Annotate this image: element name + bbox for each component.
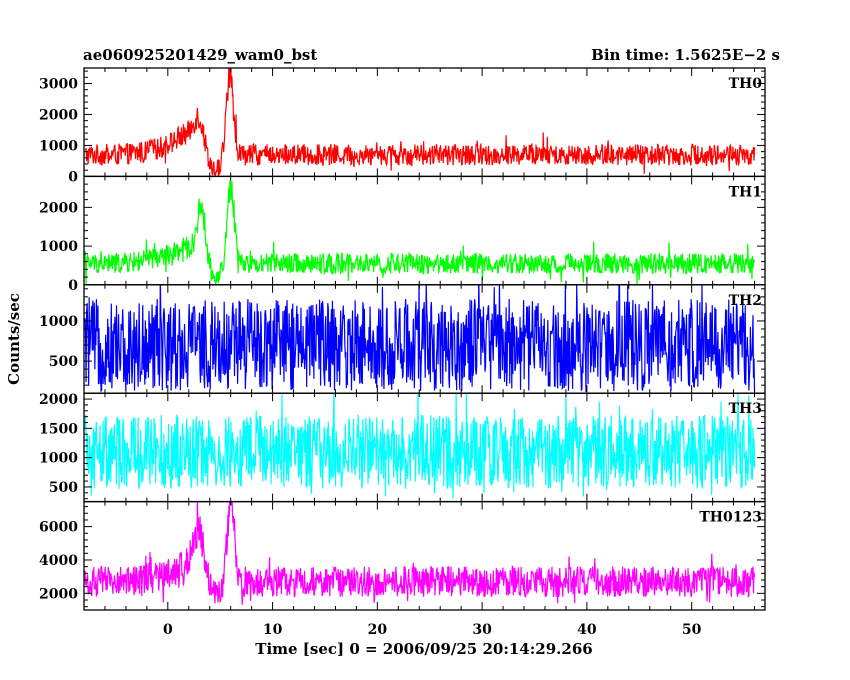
x-axis-label: Time [sec] 0 = 2006/09/25 20:14:29.266 [255, 640, 592, 658]
y-tick-label: 2000 [39, 107, 78, 123]
y-tick-label: 0 [68, 278, 78, 294]
x-tick-label: 50 [682, 622, 702, 638]
panel-th0123: 2000 4000 6000 TH0123 [39, 500, 766, 611]
y-tick-label: 2000 [39, 392, 78, 408]
bin-time-label: Bin time: 1.5625E−2 s [591, 46, 780, 64]
panel-frame [83, 67, 766, 178]
x-tick-label: 40 [577, 622, 597, 638]
panel-label: TH1 [729, 184, 762, 200]
y-axis-label: Counts/sec [5, 293, 23, 385]
series-line-th3 [84, 393, 756, 499]
panel-label: TH0123 [699, 510, 762, 526]
y-tick-label: 6000 [39, 520, 78, 536]
series-line-th2 [84, 284, 756, 393]
series-line-th0 [84, 68, 756, 177]
y-tick-label: 2000 [39, 200, 78, 216]
y-tick-label: 3000 [39, 76, 78, 92]
y-tick-label: 1000 [39, 239, 78, 255]
y-tick-label: 1000 [39, 138, 78, 154]
x-tick-label: 20 [368, 622, 388, 638]
x-tick-label: 30 [472, 622, 492, 638]
x-tick-label: 10 [263, 622, 283, 638]
panel-th1: 0 1000 2000 TH1 [39, 175, 766, 294]
y-tick-label: 1000 [39, 314, 78, 330]
y-tick-label: 1000 [39, 451, 78, 467]
series-line-th1 [84, 179, 756, 285]
x-tick-label: 0 [163, 622, 173, 638]
chart-title: ae060925201429_wam0_bst [83, 46, 317, 64]
series-line-th0123 [84, 501, 756, 605]
panel-th2: 500 1000 TH2 [39, 284, 766, 394]
panel-label: TH3 [729, 401, 762, 417]
panel-label: TH0 [729, 76, 763, 92]
panel-label: TH2 [729, 293, 762, 309]
y-tick-label: 0 [68, 169, 78, 185]
y-tick-label: 4000 [39, 553, 78, 569]
panel-frame [83, 500, 766, 611]
panel-th3: 500 1000 1500 2000 TH3 [39, 392, 766, 503]
y-tick-label: 2000 [39, 586, 78, 602]
y-tick-label: 500 [49, 480, 78, 496]
y-tick-label: 500 [49, 354, 78, 370]
panel-th0: 0 1000 2000 3000 TH0 [39, 67, 766, 185]
y-tick-label: 1500 [39, 421, 78, 437]
